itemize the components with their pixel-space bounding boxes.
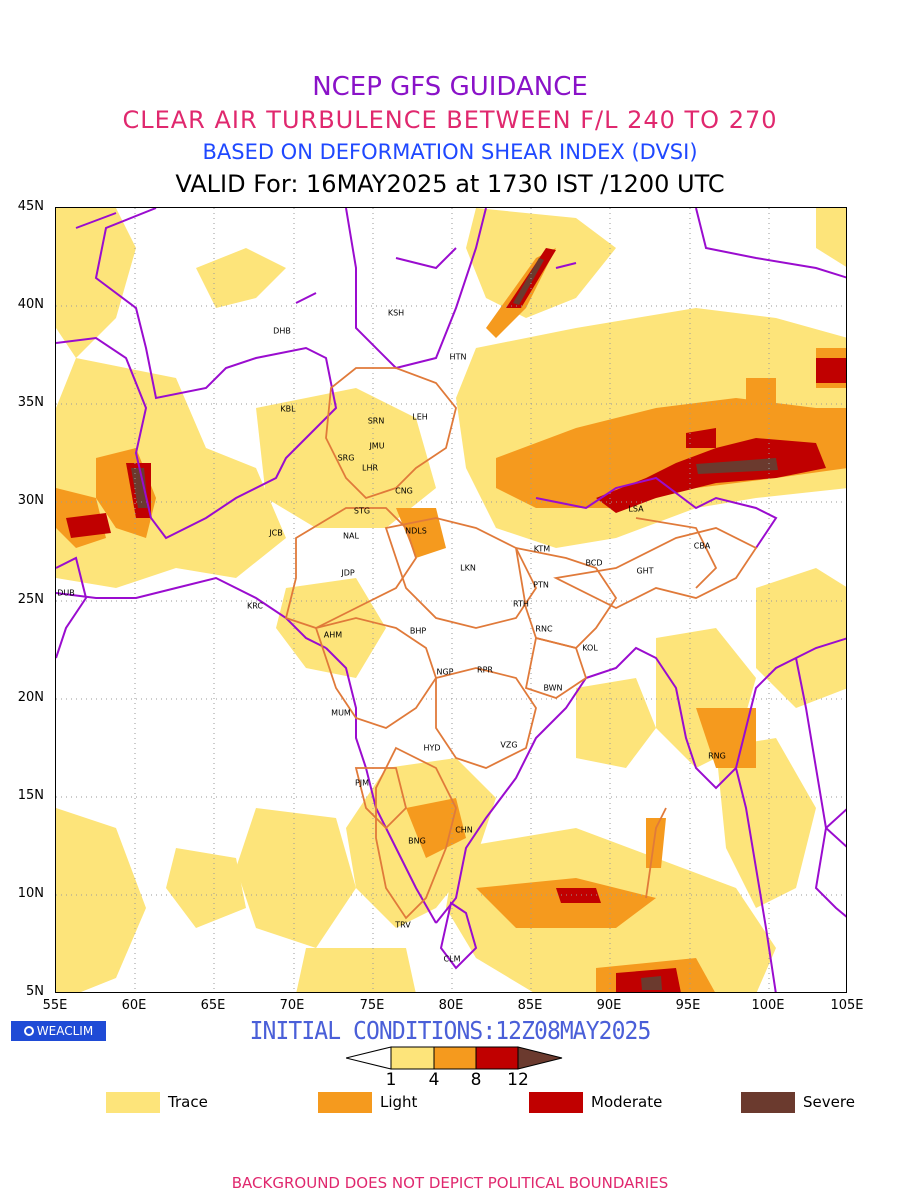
lat-label: 30N <box>17 493 44 508</box>
city-label-bng: BNG <box>408 836 426 846</box>
city-label-htn: HTN <box>449 352 467 362</box>
city-label-ptn: PTN <box>533 580 549 590</box>
lat-label: 20N <box>17 690 44 705</box>
city-label-srn: SRN <box>367 416 385 426</box>
city-label-bcd: BCD <box>585 558 603 568</box>
chart-subtitle-index: BASED ON DEFORMATION SHEAR INDEX (DVSI) <box>202 140 698 164</box>
lat-label: 45N <box>17 199 44 214</box>
legend-label: Trace <box>168 1093 208 1111</box>
city-label-kbl: KBL <box>280 404 296 414</box>
city-label-kol: KOL <box>582 643 598 653</box>
valid-time: VALID For: 16MAY2025 at 1730 IST /1200 U… <box>175 170 725 198</box>
lon-label: 80E <box>438 998 464 1013</box>
city-label-krc: KRC <box>247 601 263 611</box>
legend-label: Light <box>380 1093 418 1111</box>
lon-label: 60E <box>121 998 147 1013</box>
lat-label: 5N <box>26 984 44 999</box>
city-label-cng: CNG <box>395 486 413 496</box>
lon-label: 105E <box>830 998 864 1013</box>
lon-label: 75E <box>359 998 385 1013</box>
lon-label: 85E <box>517 998 543 1013</box>
colorbar-tick: 12 <box>507 1070 529 1090</box>
colorbar-trace <box>390 1046 435 1070</box>
lat-label: 40N <box>17 297 44 312</box>
city-label-trv: TRV <box>395 920 411 930</box>
legend-swatch <box>318 1092 372 1113</box>
city-label-rng: RNG <box>708 751 726 761</box>
legend-swatch <box>106 1092 160 1113</box>
legend-label: Moderate <box>591 1093 663 1111</box>
city-label-jcb: JCB <box>269 528 283 538</box>
lon-label: 65E <box>200 998 226 1013</box>
colorbar-light <box>433 1046 477 1070</box>
city-label-jmu: JMU <box>369 441 385 451</box>
city-label-lsa: LSA <box>628 504 644 514</box>
city-label-dhb: DHB <box>273 326 291 336</box>
city-label-hyd: HYD <box>423 743 441 753</box>
lon-label: 95E <box>675 998 701 1013</box>
colorbar-tick: 4 <box>428 1070 440 1090</box>
lon-label: 55E <box>42 998 68 1013</box>
city-label-pjm: PJM <box>354 778 370 788</box>
city-label-chn: CHN <box>455 825 473 835</box>
lat-label: 35N <box>17 395 44 410</box>
city-label-stg: STG <box>353 506 371 516</box>
logo-label: WEACLIM <box>36 1024 94 1038</box>
weaclim-logo: WEACLIM <box>11 1021 106 1041</box>
lon-label: 90E <box>596 998 622 1013</box>
colorbar-tick: 8 <box>470 1070 482 1090</box>
city-label-rth: RTH <box>513 599 529 609</box>
city-label-jdp: JDP <box>341 568 355 578</box>
colorbar-low-arrow <box>346 1046 392 1070</box>
lon-label: 70E <box>279 998 305 1013</box>
city-label-mum: MUM <box>331 708 351 718</box>
turbulence-map <box>55 207 847 993</box>
lat-label: 15N <box>17 788 44 803</box>
footer-disclaimer: BACKGROUND DOES NOT DEPICT POLITICAL BOU… <box>231 1174 669 1192</box>
city-label-lhr: LHR <box>361 463 379 473</box>
lat-label: 10N <box>17 886 44 901</box>
state-boundaries <box>284 367 758 920</box>
colorbar-severe-arrow <box>517 1046 563 1070</box>
map-canvas <box>56 208 846 992</box>
city-label-clm: CLM <box>443 954 461 964</box>
city-label-lkn: LKN <box>460 563 476 573</box>
city-label-ngp: NGP <box>436 667 454 677</box>
initial-conditions: INITIAL CONDITIONS:12Z08MAY2025 <box>249 1016 652 1045</box>
city-label-cba: CBA <box>693 541 711 551</box>
legend-swatch <box>529 1092 583 1113</box>
city-label-ght: GHT <box>636 566 654 576</box>
city-label-leh: LEH <box>412 412 428 422</box>
city-label-srg: SRG <box>337 453 355 463</box>
lat-lon-grid <box>56 208 846 992</box>
colorbar-tick: 1 <box>385 1070 397 1090</box>
trace-areas <box>56 208 846 992</box>
city-label-bhp: BHP <box>409 626 427 636</box>
city-label-ndls: NDLS <box>405 526 427 536</box>
city-label-rnc: RNC <box>535 624 553 634</box>
lon-label: 100E <box>751 998 785 1013</box>
colorbar <box>346 1046 563 1070</box>
city-label-nal: NAL <box>343 531 359 541</box>
lat-label: 25N <box>17 592 44 607</box>
city-label-dub: DUB <box>57 588 75 598</box>
chart-subtitle-turbulence: CLEAR AIR TURBULENCE BETWEEN F/L 240 TO … <box>122 106 778 134</box>
chart-title: NCEP GFS GUIDANCE <box>312 72 588 102</box>
city-label-vzg: VZG <box>500 740 518 750</box>
city-label-ktm: KTM <box>533 544 551 554</box>
city-label-rpr: RPR <box>477 665 493 675</box>
city-label-ahm: AHM <box>323 630 343 640</box>
city-label-ksh: KSH <box>387 308 405 318</box>
globe-ring-icon <box>23 1026 34 1036</box>
city-label-bwn: BWN <box>543 683 563 693</box>
legend-label: Severe <box>803 1093 855 1111</box>
legend-swatch <box>741 1092 795 1113</box>
colorbar-moderate <box>475 1046 519 1070</box>
